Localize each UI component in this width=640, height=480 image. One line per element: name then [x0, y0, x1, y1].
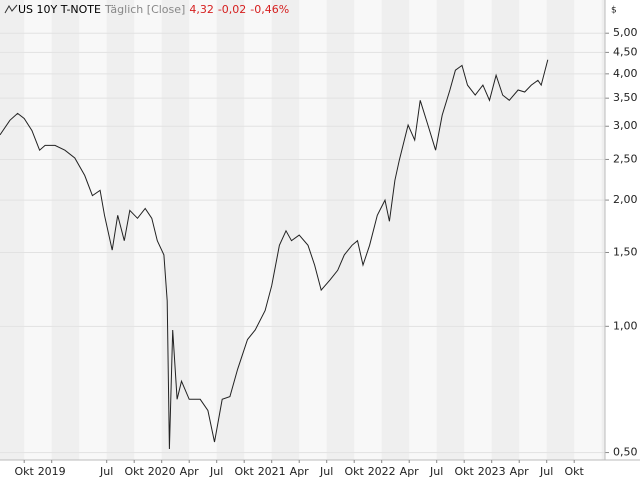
x-tick-label: Jul [429, 465, 443, 478]
price-change: -0,02 [217, 3, 247, 16]
chart-title: US 10Y T-NOTE [18, 3, 101, 16]
x-tick-label: Okt [565, 465, 585, 478]
x-tick-label: 2020 [148, 465, 176, 478]
y-tick-label: 4,00 [613, 67, 638, 80]
quarter-band [271, 0, 300, 460]
quarter-band [216, 0, 245, 460]
quarter-band [0, 0, 25, 460]
chart-icon [4, 4, 18, 14]
x-tick-label: Apr [510, 465, 530, 478]
x-tick-label: 2022 [368, 465, 396, 478]
quarter-band [51, 0, 80, 460]
x-tick-label: Apr [290, 465, 310, 478]
quarter-band [601, 0, 605, 460]
header: US 10Y T-NOTE Täglich [Close] 4,32 -0,02 -0,… [4, 3, 293, 16]
y-tick-label: 1,50 [613, 245, 638, 258]
y-tick-label: 2,50 [613, 152, 638, 165]
y-axis-label: $ [611, 6, 617, 16]
x-tick-label: Apr [400, 465, 420, 478]
y-tick-label: 0,50 [613, 446, 638, 459]
x-tick-label: 2023 [478, 465, 506, 478]
y-tick-label: 5,00 [613, 26, 638, 39]
x-tick-label: Okt [235, 465, 255, 478]
y-tick-label: 2,00 [613, 193, 638, 206]
x-tick-label: Apr [180, 465, 200, 478]
x-tick-label: Jul [319, 465, 333, 478]
x-tick-label: Jul [539, 465, 553, 478]
quarter-band [106, 0, 135, 460]
price-change-pct: -0,46% [250, 3, 290, 16]
price-line [0, 59, 549, 450]
x-tick-label: 2021 [258, 465, 286, 478]
x-tick-label: Okt [345, 465, 365, 478]
quarter-band [326, 0, 355, 460]
last-price: 4,32 [189, 3, 214, 16]
x-tick-label: Okt [15, 465, 35, 478]
x-tick-label: Jul [209, 465, 223, 478]
x-tick-label: Okt [125, 465, 145, 478]
x-tick-label: Jul [99, 465, 113, 478]
quarter-band [436, 0, 465, 460]
y-tick-label: 3,50 [613, 91, 638, 104]
quarter-band [546, 0, 575, 460]
chart-subtitle: Täglich [Close] [104, 3, 186, 16]
y-tick-label: 4,50 [613, 45, 638, 58]
quarter-band [491, 0, 520, 460]
y-tick-label: 1,00 [613, 319, 638, 332]
x-tick-label: 2019 [38, 465, 66, 478]
quarter-band [161, 0, 190, 460]
y-tick-label: 3,00 [613, 119, 638, 132]
quarter-band [381, 0, 410, 460]
x-tick-label: Okt [455, 465, 475, 478]
